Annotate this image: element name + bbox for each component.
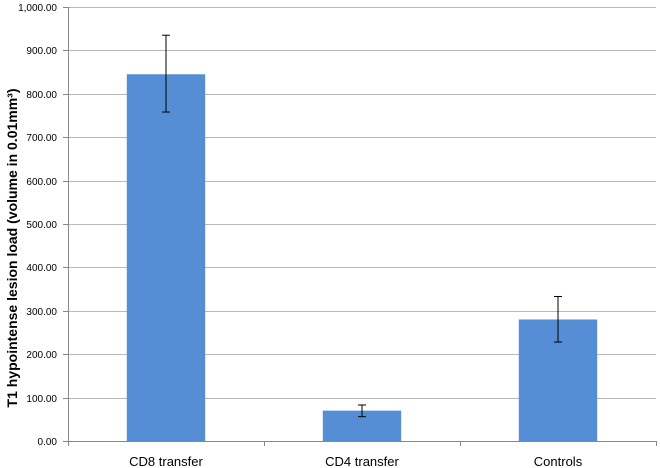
axes xyxy=(63,7,657,446)
y-tick-label: 100.00 xyxy=(26,394,57,405)
y-tick-label: 800.00 xyxy=(26,90,57,101)
bar-cd8-transfer xyxy=(126,74,206,442)
y-tick-label: 400.00 xyxy=(26,263,57,274)
y-tick-label: 200.00 xyxy=(26,350,57,361)
y-tick-label: 0.00 xyxy=(38,437,58,448)
y-tick-label: 700.00 xyxy=(26,133,57,144)
error-bars xyxy=(162,34,562,418)
y-tick-label: 300.00 xyxy=(26,307,57,318)
y-tick-label: 1,000.00 xyxy=(18,3,57,14)
y-tick-label: 600.00 xyxy=(26,177,57,188)
x-category-labels: CD8 transfer CD4 transfer Controls xyxy=(129,454,583,468)
y-tick-labels: 0.00 100.00 200.00 300.00 400.00 500.00 600.00… xyxy=(18,3,57,448)
y-axis-label: T1 hypointense lesion load (volume in 0.… xyxy=(4,89,20,408)
x-category-label: CD8 transfer xyxy=(129,454,203,468)
y-tick-label: 500.00 xyxy=(26,220,57,231)
x-category-label: Controls xyxy=(534,454,583,468)
y-tick-label: 900.00 xyxy=(26,46,57,57)
bars xyxy=(126,74,598,442)
x-category-label: CD4 transfer xyxy=(325,454,399,468)
